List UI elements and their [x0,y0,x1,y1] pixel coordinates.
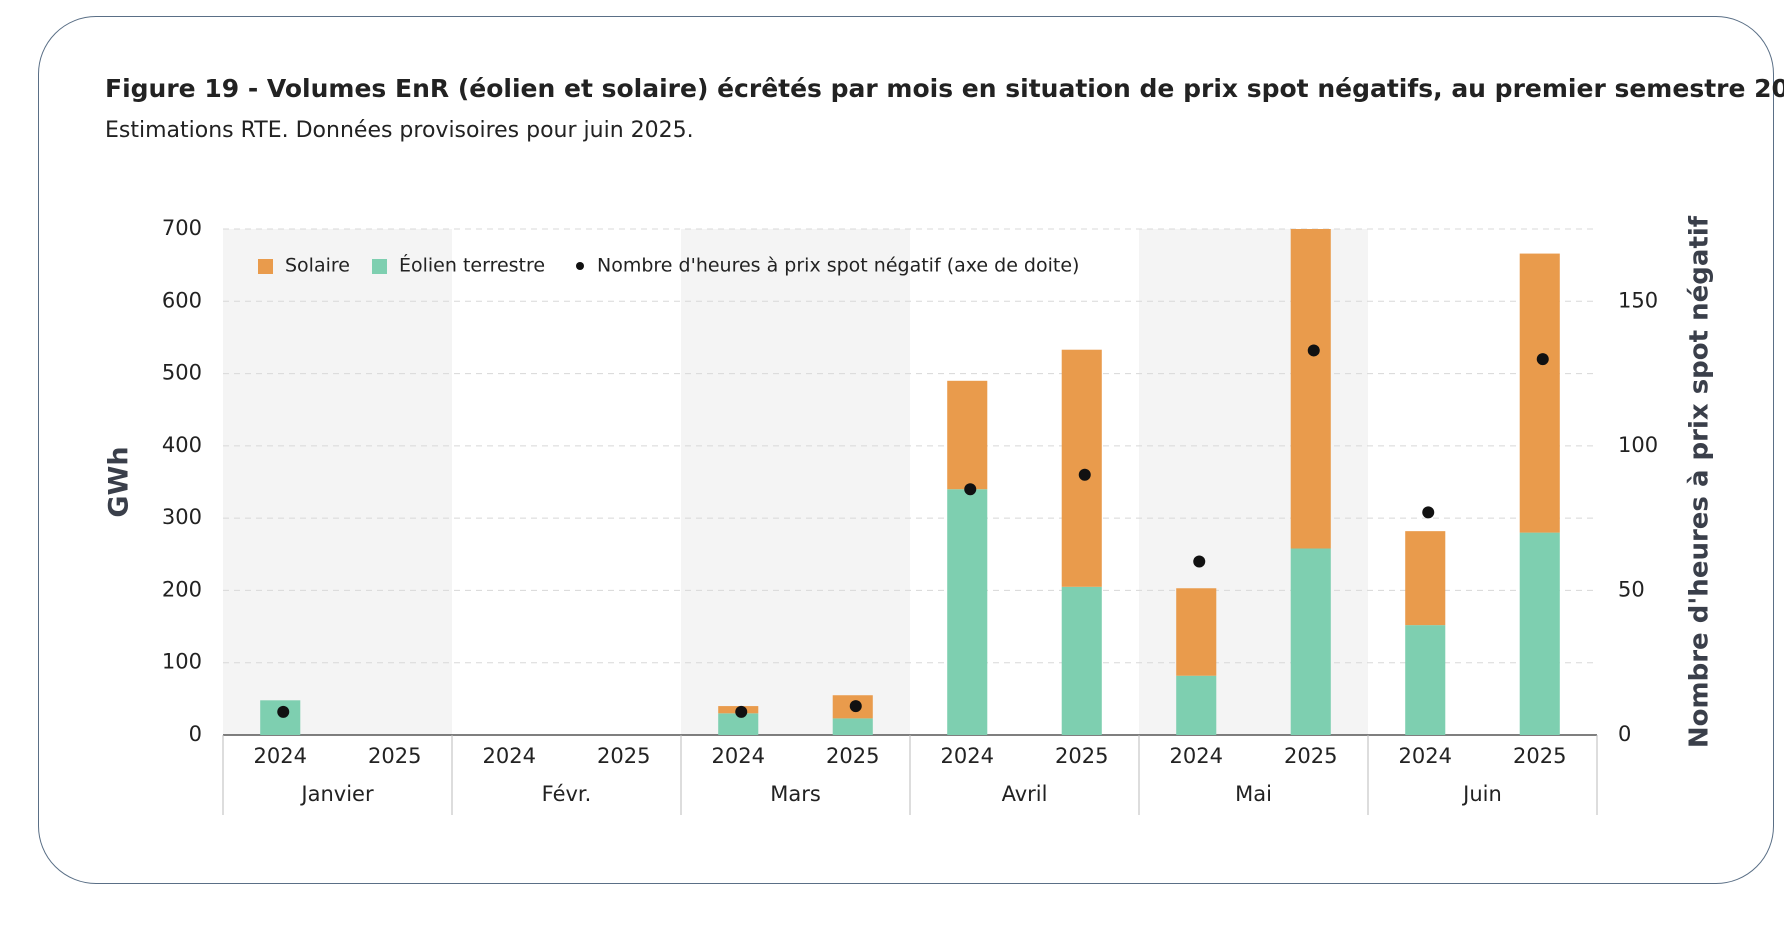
x-tick-label: 2024 [1170,744,1223,768]
y-tick-label: 400 [162,433,202,457]
bar [1061,586,1102,735]
x-tick-label: 2025 [1055,744,1108,768]
dot [1307,344,1320,357]
bar [260,700,301,735]
x-tick-label: 2024 [941,744,994,768]
legend-label: Nombre d'heures à prix spot négatif (axe… [597,255,1079,277]
chart-subtitle: Estimations RTE. Données provisoires pou… [105,118,694,143]
legend-marker [258,259,273,274]
x-tick-label: 2025 [826,744,879,768]
y-tick-label: 300 [162,505,202,529]
group-label: Mars [770,782,821,806]
month-band [681,229,910,735]
legend-marker [372,259,387,274]
x-tick-label: 2025 [597,744,650,768]
dot [1193,555,1206,568]
dot [1078,468,1091,481]
bar [1061,349,1102,587]
dot [735,705,748,718]
y-tick-label: 200 [162,577,202,601]
group-label: Mai [1235,782,1272,806]
y2-tick-label: 150 [1618,288,1658,312]
bar [1519,532,1560,735]
y2-axis-title: Nombre d'heures à prix spot négatif [1685,215,1715,748]
y2-tick-label: 0 [1618,722,1631,746]
bar [1176,588,1217,676]
card [38,16,1774,884]
x-tick-label: 2024 [1399,744,1452,768]
y-tick-label: 100 [162,650,202,674]
month-band [223,229,452,735]
x-tick-label: 2024 [254,744,307,768]
group-label: Avril [1002,782,1048,806]
dot [277,705,290,718]
x-tick-label: 2024 [483,744,536,768]
group-label: Févr. [542,782,592,806]
bar [1405,531,1446,626]
y2-tick-label: 100 [1618,433,1658,457]
group-label: Janvier [299,782,374,806]
bar [832,718,873,735]
bar [947,380,988,490]
bar [1519,253,1560,533]
x-tick-label: 2025 [368,744,421,768]
legend-label: Solaire [285,255,350,277]
month-band [1139,229,1368,735]
y2-tick-label: 50 [1618,577,1645,601]
bar [1290,548,1331,735]
bar [947,489,988,735]
dot [1422,506,1435,519]
group-label: Juin [1461,782,1502,806]
bar [1176,675,1217,735]
y-axis-title: GWh [104,446,135,517]
legend-label: Éolien terrestre [399,254,545,277]
chart-title: Figure 19 - Volumes EnR (éolien et solai… [105,74,1784,103]
y-tick-label: 0 [189,722,202,746]
bar [1290,229,1331,549]
bar [1405,625,1446,735]
dot [1536,353,1549,366]
bar [718,713,759,735]
x-tick-label: 2025 [1284,744,1337,768]
dot [964,483,977,496]
legend-marker [576,262,584,270]
x-tick-label: 2024 [712,744,765,768]
y-tick-label: 500 [162,361,202,385]
y-tick-label: 700 [162,216,202,240]
dot [849,700,862,713]
x-tick-label: 2025 [1513,744,1566,768]
y-tick-label: 600 [162,288,202,312]
